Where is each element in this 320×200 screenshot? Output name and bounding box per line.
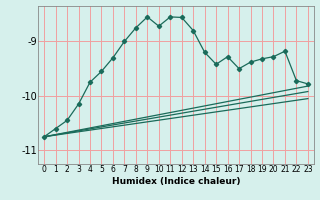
X-axis label: Humidex (Indice chaleur): Humidex (Indice chaleur)	[112, 177, 240, 186]
